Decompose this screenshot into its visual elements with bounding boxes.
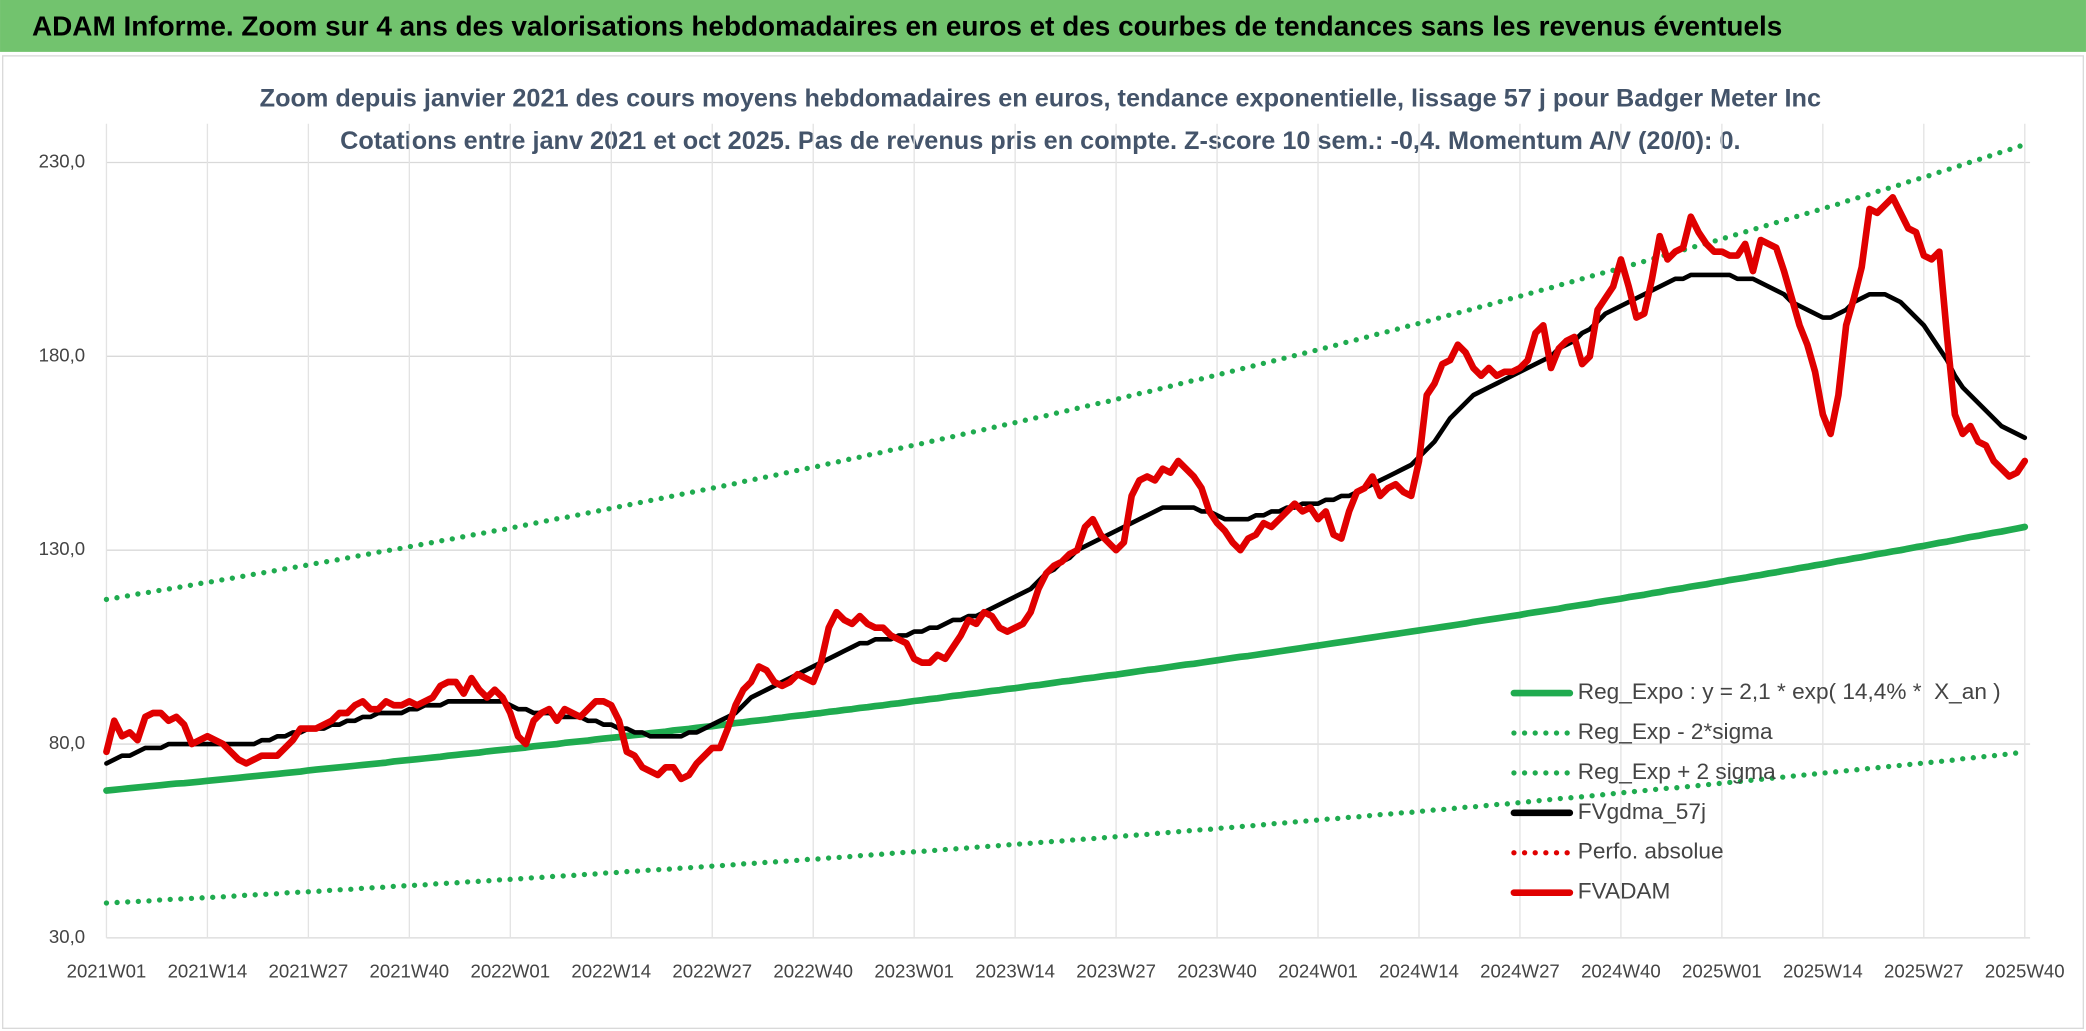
chart-subtitle: Cotations entre janv 2021 et oct 2025. P…	[340, 127, 1740, 155]
y-tick-label: 130,0	[39, 538, 86, 559]
header-title: ADAM Informe. Zoom sur 4 ans des valoris…	[32, 10, 1782, 41]
y-tick-label: 30,0	[49, 926, 85, 947]
x-tick-label: 2023W40	[1177, 960, 1257, 981]
legend-label: Reg_Exp + 2 sigma	[1578, 759, 1776, 784]
x-tick-label: 2025W27	[1884, 960, 1964, 981]
x-tick-label: 2021W40	[370, 960, 450, 981]
series-line	[103, 194, 2029, 783]
x-tick-label: 2024W14	[1379, 960, 1459, 981]
x-tick-label: 2024W01	[1278, 960, 1358, 981]
legend: Reg_Expo : y = 2,1 * exp( 14,4% * X_an )…	[1510, 679, 2001, 904]
x-tick-label: 2021W01	[67, 960, 147, 981]
x-tick-label: 2022W01	[470, 960, 550, 981]
x-tick-label: 2025W40	[1985, 960, 2065, 981]
x-tick-label: 2025W14	[1783, 960, 1863, 981]
y-tick-label: 180,0	[39, 344, 86, 365]
x-tick-label: 2023W14	[975, 960, 1055, 981]
plot	[103, 141, 2029, 906]
series-line	[103, 749, 2028, 906]
grid: 30,0 80,0 130,0 180,0 230,0 2021W01 2021W14 202…	[39, 123, 2065, 981]
chart-title: Zoom depuis janvier 2021 des cours moyen…	[260, 84, 1821, 112]
x-tick-label: 2023W27	[1076, 960, 1156, 981]
chart-frame	[2, 55, 2084, 1030]
x-tick-label: 2022W27	[672, 960, 752, 981]
x-tick-label: 2023W01	[874, 960, 954, 981]
y-tick-label: 80,0	[49, 732, 85, 753]
legend-label: Perfo. absolue	[1578, 839, 1724, 864]
legend-label: Reg_Exp - 2*sigma	[1578, 719, 1773, 744]
series-line	[103, 523, 2029, 794]
x-tick-label: 2024W27	[1480, 960, 1560, 981]
x-tick-label: 2022W40	[773, 960, 853, 981]
x-tick-label: 2022W14	[571, 960, 651, 981]
y-tick-label: 230,0	[39, 150, 86, 171]
x-tick-label: 2021W14	[168, 960, 248, 981]
x-tick-label: 2025W01	[1682, 960, 1762, 981]
x-tick-label: 2024W40	[1581, 960, 1661, 981]
legend-label: FVADAM	[1578, 879, 1671, 904]
legend-label: Reg_Expo : y = 2,1 * exp( 14,4% * X_an )	[1578, 679, 2001, 704]
legend-label: FVgdma_57j	[1578, 799, 1706, 824]
x-tick-label: 2021W27	[269, 960, 349, 981]
header-bar	[0, 0, 2086, 52]
